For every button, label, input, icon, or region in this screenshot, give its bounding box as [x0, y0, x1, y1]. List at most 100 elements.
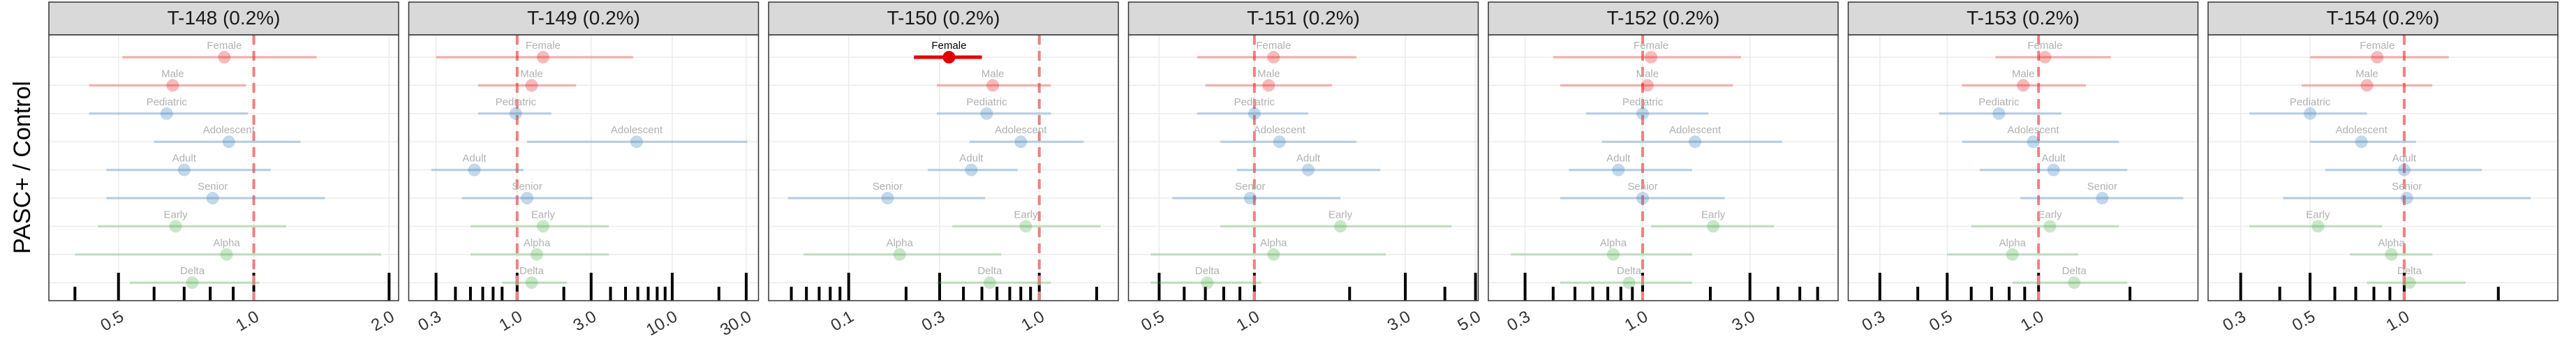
point-label: Early	[2306, 209, 2330, 220]
point-label: Adult	[2392, 153, 2417, 165]
facet-strip	[408, 1, 760, 36]
point-label: Male	[161, 68, 184, 80]
point-estimate	[2096, 192, 2109, 204]
panel-background	[1848, 35, 2198, 301]
point-label: Adult	[959, 153, 984, 165]
point-estimate	[942, 51, 956, 63]
facet-title: T-154 (0.2%)	[2327, 7, 2440, 29]
point-estimate	[965, 163, 978, 176]
point-label: Male	[2012, 68, 2035, 80]
point-label: Male	[982, 68, 1005, 80]
point-estimate	[1641, 79, 1654, 92]
facet-strip	[48, 1, 399, 36]
point-label: Senior	[512, 181, 542, 193]
point-label: Alpha	[524, 237, 551, 249]
point-estimate	[1334, 220, 1347, 233]
point-estimate	[1707, 220, 1720, 233]
x-tick-label: 0.1	[827, 307, 857, 335]
point-label: Pediatric	[496, 96, 537, 108]
point-estimate	[160, 107, 173, 120]
point-label: Alpha	[213, 237, 240, 249]
panel-border	[48, 34, 399, 301]
point-estimate	[2355, 135, 2368, 149]
point-estimate	[893, 248, 906, 261]
x-tick-label: 0.5	[1138, 307, 1167, 335]
point-estimate	[220, 248, 233, 261]
point-label: Delta	[1617, 265, 1642, 277]
point-estimate	[531, 248, 544, 261]
point-estimate	[186, 276, 199, 289]
point-estimate	[980, 107, 993, 120]
point-estimate	[2047, 163, 2060, 176]
x-tick-label: 1.0	[1018, 307, 1047, 335]
point-label: Adult	[2041, 153, 2066, 165]
point-estimate	[2043, 220, 2057, 233]
point-estimate	[1201, 276, 1214, 289]
point-label: Alpha	[1600, 237, 1627, 249]
facet-strip	[2207, 1, 2559, 36]
point-label: Delta	[180, 265, 205, 277]
point-estimate	[1267, 51, 1280, 63]
panel-background	[2208, 35, 2558, 301]
point-label: Adult	[1606, 153, 1631, 165]
x-tick-label: 0.5	[97, 307, 126, 335]
facet-title: T-148 (0.2%)	[168, 7, 281, 29]
point-label: Adolescent	[2336, 124, 2388, 136]
point-estimate	[1273, 135, 1286, 149]
point-estimate	[1992, 107, 2006, 120]
point-estimate	[1267, 248, 1280, 261]
point-estimate	[2017, 79, 2030, 92]
panel-border	[408, 34, 760, 301]
point-estimate	[1689, 135, 1702, 149]
panel-background	[1488, 35, 1838, 301]
x-tick-label: 0.3	[919, 307, 948, 335]
point-estimate	[525, 276, 538, 289]
point-label: Adolescent	[1254, 124, 1306, 136]
facet-strip	[1847, 1, 2199, 36]
facet-strip	[768, 1, 1119, 36]
x-tick-label: 0.3	[415, 307, 444, 335]
point-label: Male	[1257, 68, 1280, 80]
facet-title: T-149 (0.2%)	[527, 7, 640, 29]
point-estimate	[2371, 51, 2384, 63]
point-label: Delta	[519, 265, 545, 277]
x-tick-label: 0.5	[1926, 307, 1955, 335]
panel-border	[2207, 34, 2559, 301]
point-estimate	[1636, 192, 1650, 204]
point-estimate	[521, 192, 534, 204]
point-label: Alpha	[886, 237, 913, 249]
x-tick-label: 30.0	[717, 307, 755, 340]
point-estimate	[166, 79, 179, 92]
point-estimate	[2068, 276, 2081, 289]
x-tick-label: 0.3	[2219, 307, 2249, 335]
point-label: Female	[2027, 40, 2062, 52]
point-estimate	[206, 192, 219, 204]
point-label: Early	[1014, 209, 1038, 220]
x-tick-label: 1.0	[232, 307, 262, 335]
point-estimate	[1019, 220, 1032, 233]
x-tick-label: 1.0	[1622, 307, 1651, 335]
panel-border	[768, 34, 1119, 301]
x-tick-label: 3.0	[1384, 307, 1414, 335]
point-estimate	[1606, 248, 1620, 261]
x-tick-label: 1.0	[2018, 307, 2047, 335]
point-label: Pediatric	[1978, 96, 2020, 108]
panel-background	[769, 35, 1118, 301]
facet-title: T-152 (0.2%)	[1607, 7, 1720, 29]
point-label: Alpha	[2378, 237, 2405, 249]
point-estimate	[1612, 163, 1625, 176]
x-tick-label: 1.0	[496, 307, 526, 335]
point-label: Adult	[462, 153, 487, 165]
point-estimate	[2400, 192, 2413, 204]
point-label: Adolescent	[995, 124, 1047, 136]
panel-border	[1847, 34, 2199, 301]
point-label: Senior	[2392, 181, 2422, 193]
point-estimate	[2038, 51, 2052, 63]
point-label: Female	[207, 40, 242, 52]
panel-background	[1128, 35, 1479, 301]
point-estimate	[2006, 248, 2019, 261]
facet-strip	[1488, 1, 1839, 36]
x-tick-label: 3.0	[1729, 307, 1758, 335]
facet-title: T-153 (0.2%)	[1967, 7, 2080, 29]
